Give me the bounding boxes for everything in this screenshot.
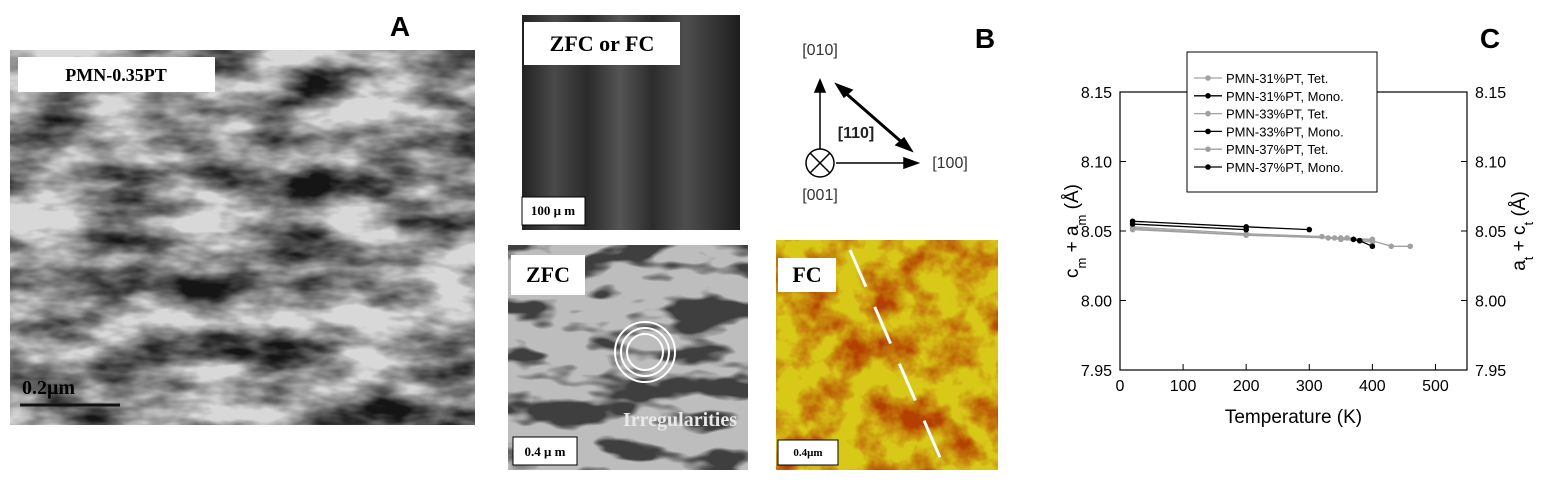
y-tick-label: 8.10	[1081, 155, 1112, 172]
axis-diagonal-label: [110]	[838, 125, 874, 142]
y2-axis-title-part: (Å)	[1509, 191, 1530, 222]
axis-x-label: [100]	[932, 155, 968, 172]
axes-diagram	[805, 78, 921, 178]
y-axis-title-part: m	[1074, 258, 1089, 269]
series-point	[1243, 226, 1249, 233]
series-point	[1319, 233, 1325, 240]
y-tick-label: 8.15	[1081, 85, 1112, 102]
series-line	[1132, 228, 1373, 240]
y2-tick-label: 8.15	[1475, 85, 1506, 102]
legend-marker	[1205, 93, 1211, 99]
legend-label: PMN-37%PT, Tet.	[1226, 142, 1328, 157]
panel-label: A	[390, 11, 410, 42]
x-tick-label: 100	[1170, 378, 1197, 395]
y2-tick-label: 8.10	[1475, 155, 1506, 172]
series-line	[1132, 223, 1247, 231]
legend-label: PMN-33%PT, Mono.	[1226, 124, 1344, 139]
legend-marker	[1205, 164, 1211, 170]
panel-label: B	[975, 23, 995, 54]
y2-tick-label: 8.05	[1475, 224, 1506, 241]
dashed-line	[848, 249, 944, 463]
x-tick-label: 400	[1359, 378, 1386, 395]
caption-box	[18, 57, 215, 92]
x-tick-label: 300	[1296, 378, 1323, 395]
caption-box	[778, 258, 836, 292]
legend-label: PMN-31%PT, Mono.	[1226, 89, 1344, 104]
circles	[614, 321, 676, 383]
legend-marker	[1205, 75, 1211, 81]
scale-label: 0.2μm	[22, 377, 75, 399]
legend-box	[1186, 51, 1378, 193]
caption-box	[511, 255, 585, 295]
scale-label: 0.4 μ m	[525, 444, 566, 459]
axis-y-label: [010]	[802, 42, 838, 59]
y2-tick-label: 7.95	[1475, 363, 1506, 380]
series-point	[1338, 235, 1344, 241]
y2-axis-title: at + ct (Å)	[1509, 191, 1536, 271]
y2-axis-title-part: t	[1521, 221, 1536, 225]
legend-marker	[1205, 146, 1211, 152]
series-point	[1243, 232, 1249, 238]
scale-box	[521, 196, 586, 226]
caption: FC	[792, 262, 821, 287]
y-axis-title-part: + a	[1062, 225, 1083, 258]
y-tick-label: 8.05	[1081, 224, 1112, 241]
legend-label: PMN-31%PT, Tet.	[1226, 71, 1328, 86]
y-tick-label: 8.00	[1081, 294, 1112, 311]
micrograph-texture	[10, 50, 475, 425]
annotation: Irregularities	[623, 409, 737, 431]
y-axis-title-part: m	[1074, 215, 1089, 226]
panel-b: ZFC or FC 100 μ m [010] [110] [100] [001…	[508, 15, 998, 470]
y-axis-title: cm + am (Å)	[1062, 184, 1089, 278]
series-point	[1388, 243, 1395, 250]
legend-marker	[1205, 128, 1211, 135]
x-tick-label: 200	[1233, 378, 1260, 395]
scale-box	[512, 436, 578, 466]
scale-label: 100 μ m	[531, 203, 575, 218]
panel-label: C	[1480, 23, 1500, 54]
caption-box	[524, 22, 680, 65]
series-point	[1350, 236, 1357, 243]
caption: PMN-0.35PT	[65, 65, 166, 85]
series-point	[1129, 221, 1136, 227]
y2-tick-label: 8.00	[1475, 294, 1506, 311]
x-axis-title: Temperature (K)	[1225, 407, 1362, 428]
scale-label: 0.4μm	[793, 447, 822, 459]
series-point	[1369, 243, 1376, 250]
y2-axis-title-part: t	[1521, 256, 1536, 260]
axis-z-label: [001]	[802, 187, 838, 204]
series-point	[1369, 236, 1376, 243]
y-axis-title-part: (Å)	[1062, 184, 1083, 215]
y-axis-title-part: c	[1062, 269, 1083, 279]
legend-marker	[1205, 110, 1211, 117]
legend-label: PMN-33%PT, Tet.	[1226, 107, 1328, 122]
y2-axis-title-part: a	[1509, 260, 1530, 271]
series-point	[1306, 226, 1313, 233]
scale-box	[777, 439, 839, 466]
panel-c: C 0 100 200 300 400 500 7.95 8.00 8.05 8.10 8.15 7.…	[1062, 23, 1536, 428]
legend-label: PMN-37%PT, Mono.	[1226, 160, 1344, 175]
series-point	[1407, 243, 1414, 250]
x-tick-label: 500	[1422, 378, 1449, 395]
y-tick-label: 7.95	[1081, 363, 1112, 380]
series-point	[1129, 226, 1136, 233]
panel-a: PMN-0.35PT A 0.2μm	[10, 11, 475, 425]
y2-axis-title-part: + c	[1509, 225, 1530, 256]
series-point	[1356, 237, 1363, 244]
caption: ZFC or FC	[550, 31, 655, 56]
x-tick-label: 0	[1116, 378, 1125, 395]
caption: ZFC	[526, 262, 570, 287]
